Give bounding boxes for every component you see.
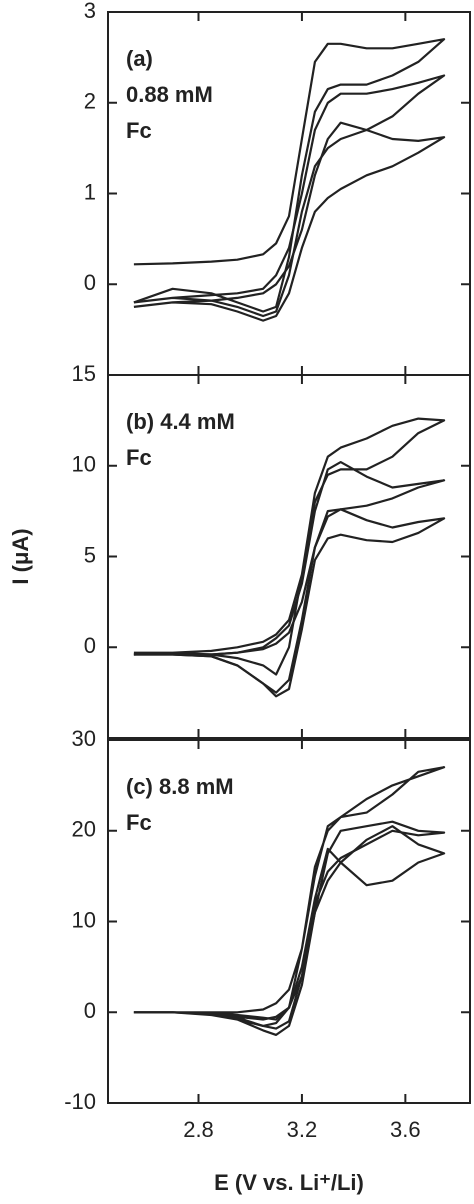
panel-label: (c) 8.8 mM	[126, 774, 234, 799]
cv-curve	[133, 825, 446, 1036]
y-axis-label: I (μA)	[8, 528, 33, 584]
cv-curve	[133, 766, 446, 1021]
cv-curve	[133, 121, 446, 322]
y-tick-label: 10	[72, 907, 96, 932]
y-tick-label: 0	[84, 998, 96, 1023]
cv-curve	[133, 38, 446, 313]
panel-label: (a)	[126, 46, 153, 71]
plot-frame	[107, 11, 471, 376]
cv-curve	[133, 508, 446, 698]
y-tick-label: 1	[84, 179, 96, 204]
y-tick-label: 5	[84, 542, 96, 567]
x-tick-label: 2.8	[183, 1117, 214, 1142]
panel-label: Fc	[126, 445, 152, 470]
panel-label: Fc	[126, 810, 152, 835]
cv-curve	[133, 417, 446, 676]
y-tick-label: 2	[84, 89, 96, 114]
y-tick-label: 15	[72, 361, 96, 386]
y-tick-label: 0	[84, 270, 96, 295]
y-tick-label: 30	[72, 726, 96, 751]
y-tick-label: -10	[64, 1089, 96, 1114]
cv-curve	[133, 461, 446, 694]
panel-label: 0.88 mM	[126, 82, 213, 107]
cv-curve	[133, 820, 446, 1030]
x-axis-label: E (V vs. Li⁺/Li)	[214, 1170, 364, 1195]
y-tick-label: 3	[84, 0, 96, 23]
y-tick-label: 20	[72, 817, 96, 842]
y-tick-label: 0	[84, 633, 96, 658]
panel-label: (b) 4.4 mM	[126, 409, 235, 434]
panel-label: Fc	[126, 118, 152, 143]
x-tick-label: 3.6	[390, 1117, 421, 1142]
y-tick-label: 10	[72, 452, 96, 477]
cv-curve	[133, 74, 446, 318]
x-tick-label: 3.2	[287, 1117, 318, 1142]
